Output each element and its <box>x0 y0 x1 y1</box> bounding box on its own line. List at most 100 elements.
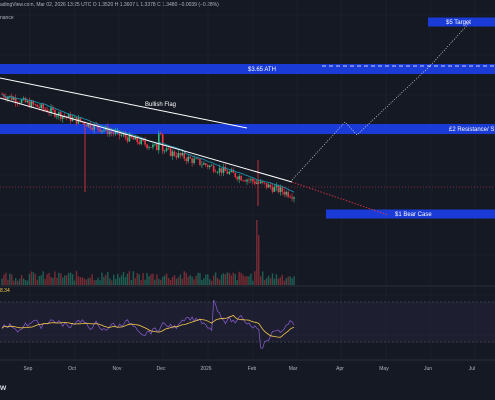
candle <box>52 105 54 113</box>
candle-body <box>95 124 97 126</box>
volume-bar <box>75 271 78 285</box>
candle-body <box>150 147 152 148</box>
volume-bar <box>126 273 129 285</box>
candle-body <box>169 148 172 156</box>
candle-body <box>246 179 248 182</box>
volume-bar <box>195 275 197 285</box>
volume-bar <box>64 275 66 285</box>
candle-body <box>289 196 291 198</box>
candle <box>212 163 215 174</box>
candle-body <box>271 187 274 192</box>
level-label-3: $1 Bear Case <box>395 212 432 218</box>
volume-bar <box>169 279 172 285</box>
candle-body <box>20 99 23 103</box>
candle <box>36 104 39 108</box>
candle-body <box>171 151 174 156</box>
symbol-exchange: nance <box>0 15 14 21</box>
candle-body <box>177 153 180 158</box>
candle-body <box>112 132 115 134</box>
candle <box>191 157 193 167</box>
candle <box>179 152 182 159</box>
volume-bar <box>234 273 236 285</box>
candle-body <box>5 97 7 100</box>
candle <box>152 142 154 150</box>
candle-body <box>173 151 176 156</box>
candle-body <box>259 181 262 184</box>
candle <box>167 145 170 151</box>
candle-body <box>154 144 156 145</box>
volume-bar <box>201 280 203 285</box>
volume-bar <box>165 273 168 285</box>
candle-body <box>226 171 229 174</box>
volume-bar <box>134 278 136 285</box>
volume-bar <box>209 279 211 285</box>
candle-body <box>232 170 235 173</box>
candle-body <box>165 148 168 151</box>
candle <box>214 169 217 173</box>
x-tick-label: May <box>379 366 389 372</box>
level-band-3 <box>326 209 495 219</box>
volume-bar <box>173 275 176 285</box>
candle-body <box>199 159 201 165</box>
candle-body <box>120 135 123 136</box>
candle <box>254 178 256 186</box>
channel-upper-line <box>0 77 248 129</box>
volume-bar <box>187 276 189 285</box>
candle-body <box>238 176 240 180</box>
candle <box>44 106 46 111</box>
candle-body <box>216 172 219 173</box>
candle <box>63 112 66 119</box>
candle <box>216 171 219 174</box>
volume-bar <box>71 274 74 285</box>
candle <box>267 183 270 188</box>
volume-bar <box>167 278 170 285</box>
volume-bar <box>152 273 154 285</box>
volume-bar <box>28 273 31 285</box>
volume-bar <box>5 272 7 285</box>
candle <box>293 196 295 203</box>
volume-bar <box>120 275 123 285</box>
candle <box>285 190 287 198</box>
candle <box>103 128 105 133</box>
candle-body <box>195 158 197 160</box>
candle <box>14 94 17 107</box>
header-open: O 1.3520 <box>92 2 114 8</box>
candle-body <box>44 108 46 110</box>
candle-body <box>224 167 227 172</box>
candle <box>56 114 58 120</box>
candle <box>291 193 293 202</box>
candle-body <box>144 140 146 145</box>
volume-bar <box>238 271 240 285</box>
candle <box>250 177 252 184</box>
volume-bar <box>246 276 248 285</box>
volume-bar <box>67 272 70 285</box>
candle-body <box>24 98 27 103</box>
volume-bar <box>26 280 29 285</box>
candle <box>91 125 93 132</box>
candle-body <box>103 130 105 131</box>
volume-bar <box>181 278 184 285</box>
volume-bar <box>291 278 293 285</box>
volume-bar <box>30 271 33 285</box>
candle <box>185 157 188 165</box>
candle <box>240 174 242 181</box>
candle <box>226 168 229 175</box>
volume-bar <box>158 278 160 285</box>
candle-body <box>107 127 109 135</box>
candle-body <box>156 144 158 151</box>
volume-bar <box>175 278 178 285</box>
candle-body <box>214 171 217 173</box>
candle <box>208 164 211 170</box>
volume-bar <box>85 279 87 285</box>
volume-bar <box>9 273 11 285</box>
volume-bar <box>289 276 291 285</box>
volume-bar <box>13 280 15 285</box>
candle-body <box>116 130 119 132</box>
candle-body <box>242 180 244 181</box>
volume-bar <box>42 271 44 285</box>
candle-body <box>267 184 270 188</box>
volume-bar <box>179 274 182 285</box>
volume-bar <box>54 271 56 285</box>
candle-body <box>189 156 191 159</box>
